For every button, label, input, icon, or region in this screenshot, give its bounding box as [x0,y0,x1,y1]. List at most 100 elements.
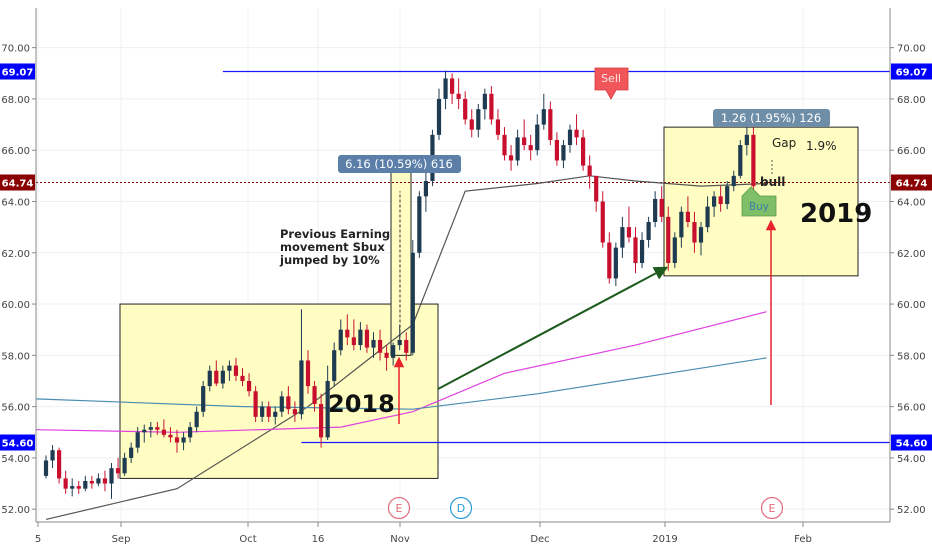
candle-body [174,437,180,443]
candle-body [364,329,370,348]
x-tick-label: 2019 [652,534,677,545]
candle-body [744,134,749,146]
year-label-2018: 2018 [328,390,395,418]
price-tag-left: 54.60 [0,434,35,451]
candle-body [332,350,337,381]
candle-body [751,134,756,187]
candle-body [227,365,232,371]
y-tick-label-left: 64.00 [1,197,30,208]
candle-body [358,329,363,346]
candle [227,360,232,381]
price-tag-text: 69.07 [2,67,34,78]
candle-body [587,165,592,176]
candle [286,386,291,415]
candle-body [659,198,664,217]
candle-body [129,447,134,458]
candle [43,455,49,479]
price-tag-bg [0,63,35,80]
candle [377,329,383,361]
y-tick-label-left: 60.00 [1,300,30,311]
annotation-boxes [119,126,859,479]
candle-body [731,175,736,187]
candle-body [181,437,186,443]
candle-body [240,375,245,381]
price-tag-bg [891,63,932,80]
candle-body [338,329,343,351]
candle-body [548,109,553,140]
price-tag-text: 54.60 [2,439,34,450]
measure-label-text: 1.26 (1.95%) 126 [721,111,821,125]
gap-pct-label: 1.9% [806,139,837,153]
candle-body [292,409,297,415]
event-marker: E [387,496,411,520]
candle-body [168,434,173,438]
candle-body [450,78,455,94]
candle [194,406,199,433]
candle [384,345,389,371]
candle-body [502,134,507,156]
candle [148,422,153,438]
candle-body [410,252,415,353]
candle-body [155,427,160,430]
event-marker: D [449,496,473,520]
candle [633,227,638,274]
candle-body [515,137,520,161]
y-tick-label-right: 70.00 [897,44,926,55]
x-tick-label: 5 [35,534,41,545]
candle-body [581,137,586,166]
candle [83,475,88,492]
candle-body [574,129,579,138]
candle-body [214,370,219,384]
candle [738,139,743,179]
measure-label-bg [338,155,461,173]
candle [312,380,317,412]
candle [417,191,422,258]
candle [181,432,186,451]
price-tag-bg [0,174,35,191]
buy-label: Buy [749,201,769,213]
candle-body [115,468,121,474]
candle [155,422,160,435]
candle [482,88,487,120]
candle [731,170,736,192]
candle-body [188,427,193,438]
candle-body [567,129,573,146]
candle [345,314,350,346]
price-tag-text: 64.74 [2,179,34,190]
gap-label: Gap [772,136,796,150]
candle [70,478,75,497]
candle [653,191,658,228]
candle [574,114,579,146]
y-tick-label-right: 60.00 [897,300,926,311]
x-tick-label: Oct [239,534,256,545]
candle [639,232,645,269]
sell-label: Sell [601,72,621,85]
candle-body [672,237,677,264]
candle [168,427,173,443]
event-circle [760,496,784,520]
measure-label-left: 6.16 (10.59%) 616 [338,155,461,173]
previous-earning-text: jumped by 10% [279,253,380,267]
candle-body [666,216,671,264]
measure-label-text: 6.16 (10.59%) 616 [345,157,453,171]
ma-blue-line [35,357,767,410]
candle-body [613,247,618,279]
candle-body [50,450,55,461]
candle-body [279,396,284,412]
price-tag-right: 69.07 [891,63,932,80]
candle [698,222,704,256]
trend-arrow [437,266,669,390]
candle [535,114,540,156]
candle-body [633,237,638,264]
candle [443,70,448,110]
candle [515,129,520,166]
candle-body [404,339,409,353]
candle [476,104,481,138]
candle-body [161,429,166,435]
candle-body [207,370,212,387]
candle-body [489,93,494,120]
candle-body [482,93,487,110]
price-tag-bg [891,174,932,191]
